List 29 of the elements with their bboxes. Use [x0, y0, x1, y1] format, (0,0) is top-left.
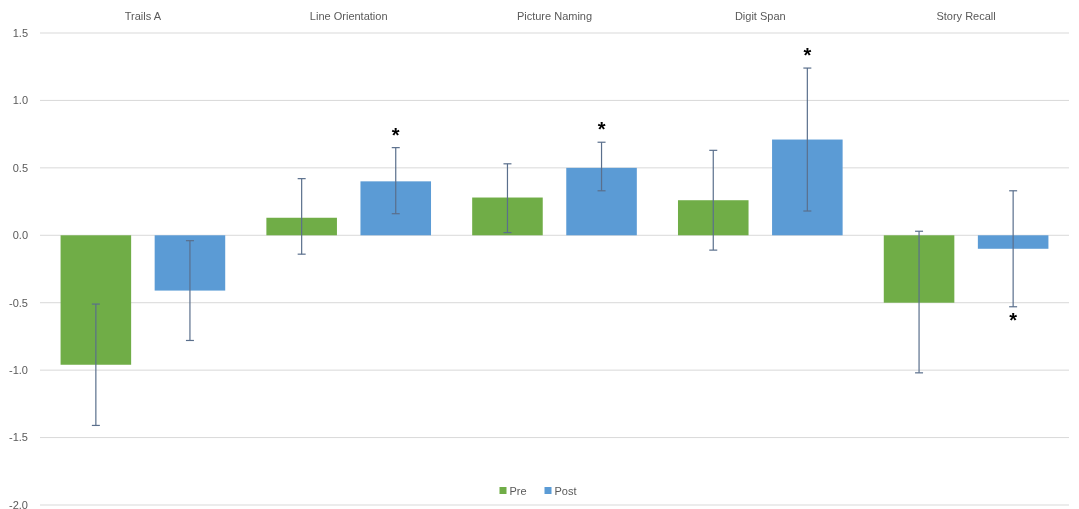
x-tick-label: Story Recall: [936, 10, 996, 22]
annotation: *: [597, 118, 606, 141]
bar: [566, 167, 637, 236]
bar: [60, 235, 132, 365]
x-tick-label: Picture Naming: [516, 10, 593, 22]
y-tick-label: -1.5: [9, 431, 28, 444]
y-tick-label: 0.0: [12, 229, 28, 242]
bar: [266, 217, 337, 236]
annotation: *: [1009, 308, 1018, 331]
legend-label: Pre: [509, 484, 527, 497]
x-tick-label: Trails A: [124, 10, 162, 22]
annotation: *: [803, 44, 812, 67]
bar: [772, 139, 843, 236]
x-tick-label: Digit Span: [734, 10, 786, 22]
x-tick-label: Line Orientation: [309, 10, 388, 22]
bar: [677, 200, 749, 236]
bar: [472, 197, 543, 236]
legend-label: Post: [554, 484, 577, 497]
bar: [360, 181, 432, 236]
y-tick-label: 0.5: [12, 161, 28, 174]
y-tick-label: 1.5: [12, 26, 28, 39]
annotation: *: [391, 123, 400, 146]
y-tick-label: 1.0: [12, 94, 28, 107]
bar: [154, 235, 226, 291]
bar: [977, 235, 1049, 249]
bar: [883, 235, 955, 303]
y-tick-label: -2.0: [9, 498, 28, 509]
y-tick-label: -1.0: [9, 363, 28, 376]
y-tick-label: -0.5: [9, 296, 28, 309]
